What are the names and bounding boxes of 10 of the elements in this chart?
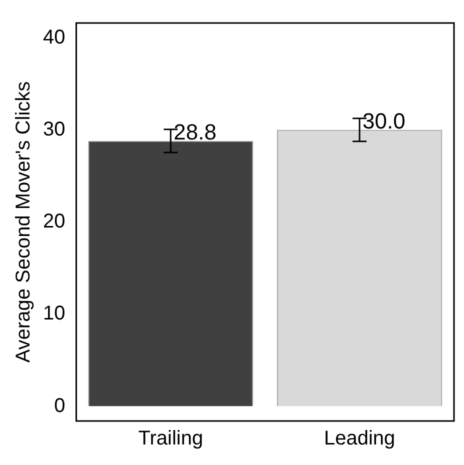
y-axis-title: Average Second Mover's Clicks [12, 81, 35, 363]
y-tick-label: 40 [42, 26, 66, 48]
data-label: 30.0 [362, 108, 406, 134]
y-tick-label: 20 [42, 210, 66, 233]
y-tick-label: 0 [54, 394, 66, 417]
y-tick-label: 10 [42, 302, 66, 325]
y-tick-label: 30 [42, 118, 66, 140]
data-label: 28.8 [174, 119, 217, 144]
x-tick-label: Trailing [138, 428, 204, 450]
x-tick-label: Leading [324, 428, 396, 450]
